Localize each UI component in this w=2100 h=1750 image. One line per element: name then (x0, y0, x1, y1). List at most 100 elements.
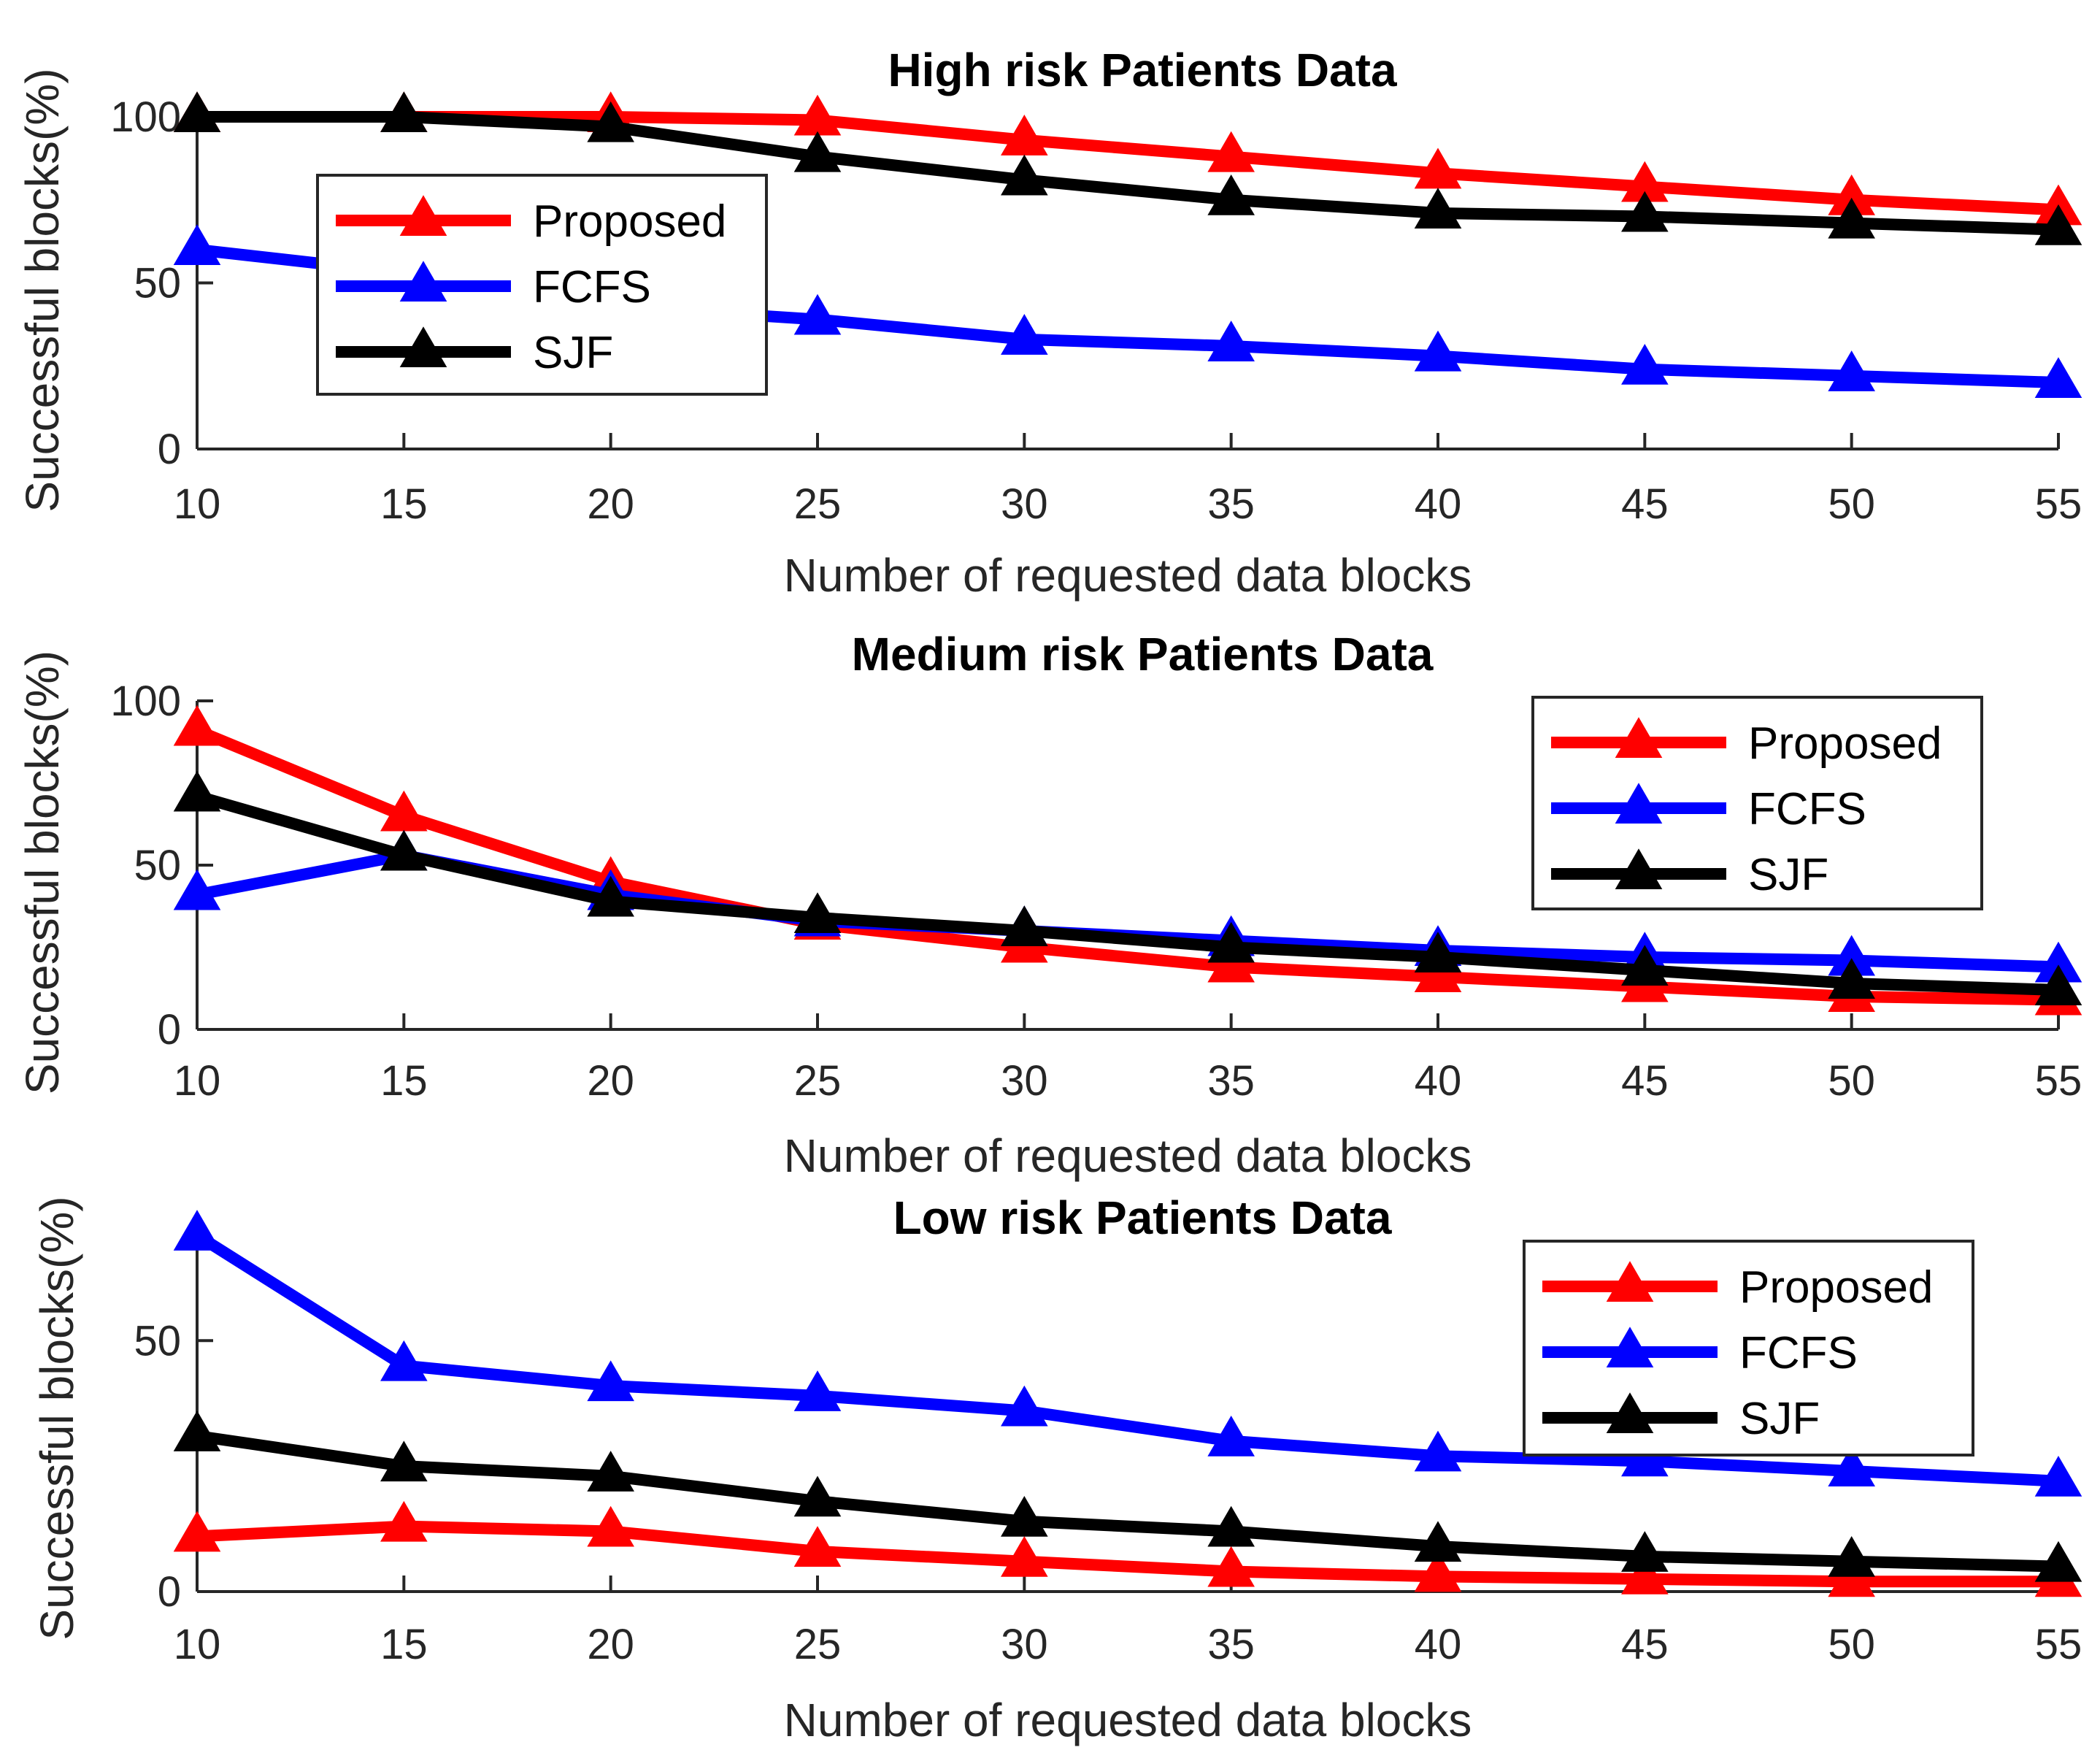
legend-item-sjf: SJF (336, 326, 613, 378)
data-point (2034, 964, 2082, 1005)
x-tick-label: 40 (1415, 1057, 1462, 1105)
data-point (587, 1451, 634, 1492)
data-point (2034, 204, 2082, 245)
chart-3: Low risk Patients Data 10 15 20 25 30 35 40 45 50… (31, 1191, 2082, 1746)
data-point (587, 1505, 634, 1547)
x-axis-label: Number of requested data blocks (784, 549, 1472, 602)
y-tick-label: 0 (158, 1006, 181, 1054)
data-point (1828, 1535, 1875, 1577)
x-tick-label: 35 (1207, 1621, 1255, 1668)
data-point (173, 91, 221, 132)
data-point (1621, 1435, 1669, 1477)
series-line-sjf (191, 111, 2064, 236)
data-point (1828, 350, 1875, 391)
x-tick-label: 50 (1828, 1621, 1875, 1668)
data-point (1001, 314, 1048, 355)
data-point (1414, 1551, 1462, 1592)
data-point (173, 869, 221, 910)
legend-item-sjf: SJF (1551, 848, 1828, 900)
legend-label: FCFS (533, 262, 651, 312)
data-point (380, 829, 428, 871)
data-point (2034, 1540, 2082, 1582)
x-tick-label: 50 (1828, 480, 1875, 528)
series-fcfs (173, 1210, 2082, 1497)
legend-label: FCFS (1748, 784, 1866, 834)
data-point (793, 1370, 842, 1411)
x-tick-label: 50 (1828, 1057, 1875, 1105)
data-point (1621, 1531, 1669, 1572)
data-point (793, 892, 842, 933)
data-point (1828, 197, 1875, 239)
y-tick-label: 50 (134, 842, 181, 889)
series-proposed (173, 1500, 2082, 1597)
data-point (1828, 1446, 1875, 1486)
legend-item-sjf: SJF (1542, 1392, 1820, 1444)
legend-label: Proposed (1748, 718, 1942, 769)
series-sjf (173, 770, 2082, 1005)
y-axis-label: Successful blocks(%) (16, 68, 69, 512)
legend-marker (1615, 848, 1663, 889)
data-point (793, 131, 842, 172)
data-point (793, 1475, 842, 1517)
x-tick-label: 15 (380, 1057, 428, 1105)
data-point (2034, 357, 2082, 398)
data-point (380, 1500, 428, 1542)
x-tick-label: 40 (1415, 480, 1462, 528)
y-tick-label: 50 (134, 1317, 181, 1365)
x-tick-label: 45 (1621, 1057, 1669, 1105)
y-tick-label: 0 (158, 426, 181, 473)
legend-label: SJF (1748, 850, 1828, 900)
legend-item-fcfs: FCFS (1542, 1327, 1858, 1378)
series-line-fcfs (191, 1229, 2064, 1487)
legend-item-proposed: Proposed (1542, 1261, 1933, 1313)
legend-item-fcfs: FCFS (336, 261, 651, 312)
x-tick-label: 30 (1001, 1057, 1048, 1105)
data-point (380, 1440, 428, 1482)
x-tick-label: 55 (2035, 1057, 2082, 1105)
data-point (173, 224, 221, 265)
series-line-sjf (191, 1429, 2064, 1573)
data-point (1001, 1385, 1048, 1427)
data-point (1414, 1430, 1462, 1472)
x-tick-label: 25 (794, 1621, 842, 1668)
legend-marker (399, 195, 447, 236)
chart-title: Medium risk Patients Data (852, 628, 1434, 680)
x-tick-label: 35 (1207, 480, 1255, 528)
data-point (1621, 1554, 1669, 1594)
x-tick-label: 45 (1621, 480, 1669, 528)
y-tick-label: 100 (110, 93, 181, 141)
x-tick-label: 20 (587, 480, 634, 528)
data-point (1828, 1556, 1875, 1597)
data-point (173, 770, 221, 812)
data-point (1414, 330, 1462, 372)
data-point (1001, 1535, 1048, 1577)
legend-label: SJF (1739, 1394, 1820, 1444)
y-tick-label: 100 (110, 678, 181, 725)
x-tick-label: 25 (794, 480, 842, 528)
data-point (173, 705, 221, 746)
data-point (587, 1360, 634, 1402)
data-point (173, 1411, 221, 1451)
legend-marker (1606, 1327, 1654, 1367)
x-tick-label: 10 (174, 1621, 221, 1668)
data-point (1621, 945, 1669, 986)
data-point (1414, 932, 1462, 972)
legend-label: SJF (533, 328, 613, 378)
series-line-proposed (191, 724, 2064, 1006)
chart-title: Low risk Patients Data (893, 1191, 1392, 1244)
series-line-sjf (191, 790, 2064, 996)
data-point (793, 1526, 842, 1567)
data-point (380, 1340, 428, 1381)
data-point (587, 101, 634, 142)
legend-marker (1615, 783, 1663, 824)
legend-label: FCFS (1739, 1328, 1858, 1378)
data-point (1414, 188, 1462, 229)
series-line-proposed (191, 1520, 2064, 1588)
data-point (793, 293, 842, 335)
legend-marker (1615, 717, 1663, 758)
data-point (1001, 115, 1048, 156)
x-tick-label: 10 (174, 1057, 221, 1105)
y-tick-label: 0 (158, 1568, 181, 1616)
x-tick-label: 30 (1001, 1621, 1048, 1668)
legend-item-fcfs: FCFS (1551, 783, 1866, 834)
